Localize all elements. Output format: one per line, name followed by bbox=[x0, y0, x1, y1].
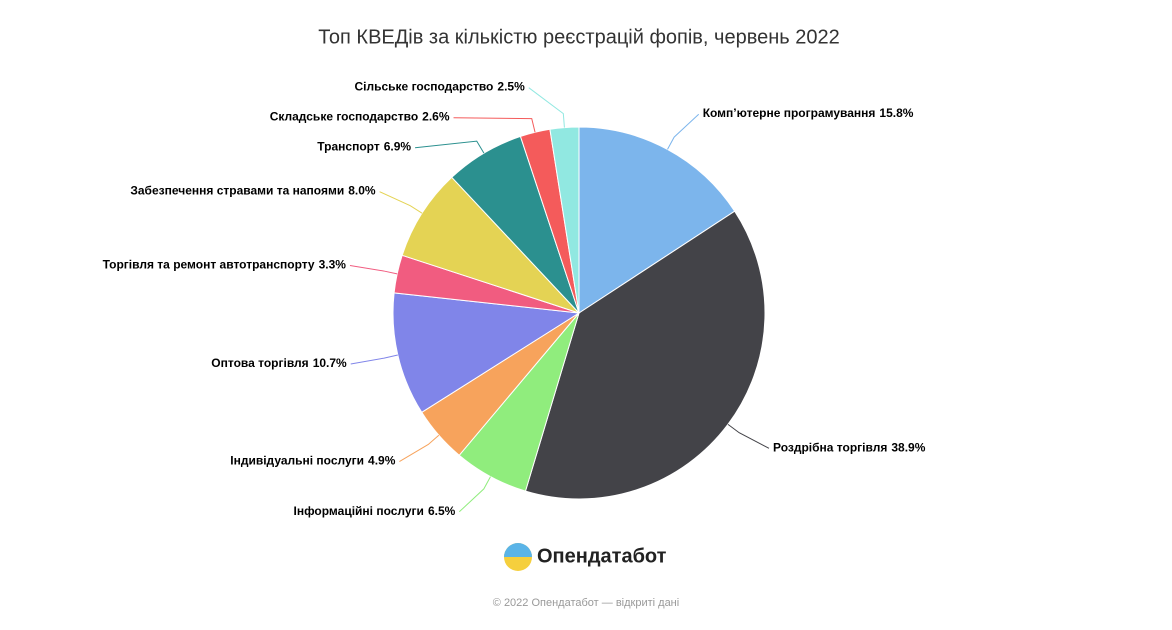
pie-slice bbox=[401, 176, 580, 314]
label-name: Комп’ютерне програмування bbox=[703, 106, 876, 120]
data-label: Торгівля та ремонт автотранспорту 3.3% bbox=[103, 258, 347, 272]
credits: © 2022 Опендатабот — відкриті дані bbox=[493, 597, 679, 609]
connector bbox=[458, 476, 491, 513]
label-name: Інформаційні послуги bbox=[294, 504, 424, 518]
label-value: 6.9% bbox=[384, 140, 412, 154]
data-label: Складське господарство 2.6% bbox=[270, 110, 450, 124]
connector bbox=[453, 117, 536, 133]
label-value: 15.8% bbox=[879, 106, 913, 120]
chart-title: Топ КВЕДів за кількістю реєстрацій фопів… bbox=[318, 26, 839, 48]
pie-slice bbox=[524, 210, 766, 500]
label-name: Транспорт bbox=[317, 140, 380, 154]
label-value: 10.7% bbox=[313, 356, 347, 370]
data-label: Індивідуальні послуги 4.9% bbox=[230, 454, 395, 468]
label-value: 38.9% bbox=[891, 440, 925, 454]
connector bbox=[667, 113, 700, 150]
data-label: Транспорт 6.9% bbox=[317, 140, 411, 154]
connector bbox=[379, 191, 423, 214]
label-name: Сільське господарство bbox=[355, 80, 494, 94]
data-label: Роздрібна торгівля 38.9% bbox=[773, 440, 926, 454]
label-value: 6.5% bbox=[428, 504, 456, 518]
connector bbox=[350, 354, 398, 365]
label-name: Складське господарство bbox=[270, 110, 418, 124]
label-value: 4.9% bbox=[368, 454, 396, 468]
data-label: Оптова торгівля 10.7% bbox=[211, 356, 347, 370]
data-label: Сільське господарство 2.5% bbox=[355, 80, 526, 94]
label-name: Індивідуальні послуги bbox=[230, 454, 364, 468]
connector bbox=[399, 434, 440, 462]
connector bbox=[349, 264, 398, 275]
data-label: Комп’ютерне програмування 15.8% bbox=[703, 106, 914, 120]
pie-slice bbox=[578, 126, 736, 314]
logo: Опендатабот bbox=[504, 543, 667, 571]
label-name: Оптова торгівля bbox=[211, 356, 308, 370]
label-value: 2.6% bbox=[422, 110, 450, 124]
label-value: 3.3% bbox=[319, 258, 347, 272]
label-name: Торгівля та ремонт автотранспорту bbox=[103, 258, 315, 272]
data-label: Інформаційні послуги 6.5% bbox=[294, 504, 456, 518]
label-name: Забезпечення стравами та напоями bbox=[130, 184, 344, 198]
connector bbox=[528, 87, 565, 128]
pie-slice bbox=[392, 292, 581, 414]
logo-text: Опендатабот bbox=[537, 545, 667, 567]
label-value: 2.5% bbox=[497, 80, 525, 94]
logo-icon-top bbox=[504, 543, 532, 557]
connector bbox=[415, 140, 485, 154]
label-value: 8.0% bbox=[348, 184, 376, 198]
connector bbox=[727, 423, 770, 449]
label-name: Роздрібна торгівля bbox=[773, 440, 887, 454]
data-label: Забезпечення стравами та напоями 8.0% bbox=[130, 184, 376, 198]
